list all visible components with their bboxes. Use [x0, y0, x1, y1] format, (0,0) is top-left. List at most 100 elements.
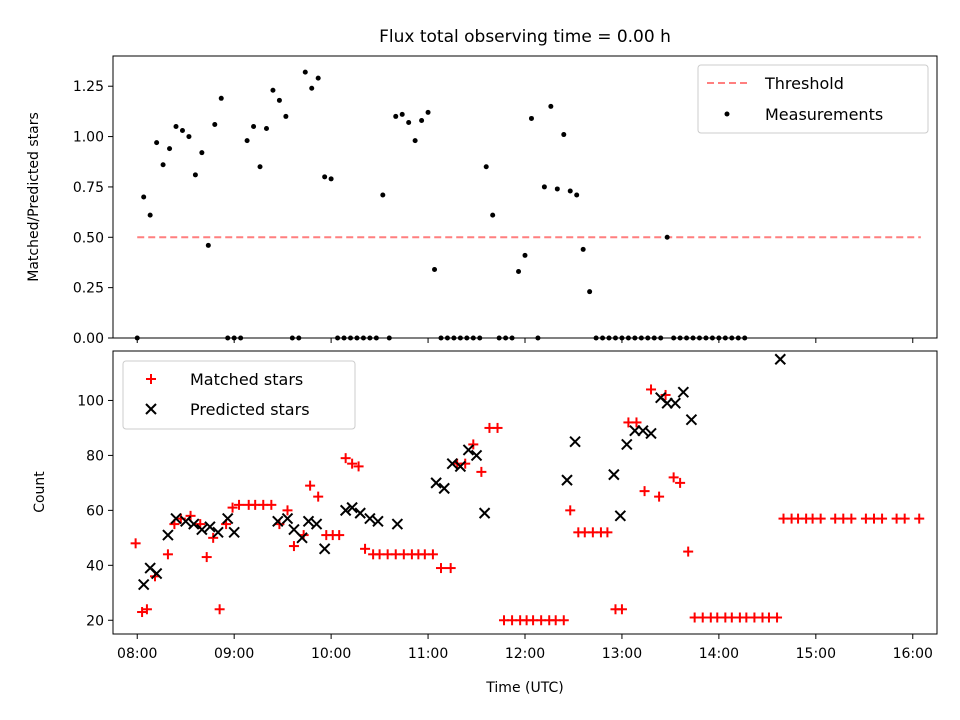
matched-star-point: [565, 505, 576, 516]
matched-star-point: [683, 546, 694, 557]
measurement-point: [186, 134, 192, 140]
matched-star-point: [334, 530, 345, 541]
matched-star-point: [558, 615, 569, 626]
measurement-point: [160, 162, 166, 168]
predicted-star-point: [669, 397, 681, 409]
top-x-ticks: [136, 338, 914, 343]
predicted-star-point: [645, 427, 657, 440]
measurement-point: [199, 150, 205, 156]
measurement-point: [257, 164, 263, 170]
matched-star-point: [353, 461, 364, 472]
bottom-xtick-label: 12:00: [505, 646, 545, 662]
matched-star-point: [227, 502, 238, 513]
bottom-xlabel: Time (UTC): [485, 680, 563, 696]
matched-star-point: [360, 543, 371, 554]
matched-star-point: [201, 552, 212, 563]
measurement-point: [205, 242, 211, 248]
predicted-star-point: [162, 529, 174, 541]
measurement-point: [541, 184, 547, 190]
matched-star-point: [427, 549, 438, 560]
bottom-legend-box: [122, 360, 356, 430]
predicted-star-point: [391, 518, 404, 530]
measurement-point: [490, 212, 496, 218]
predicted-star-point: [188, 518, 200, 530]
predicted-star-point: [454, 460, 467, 473]
measurement-point: [419, 117, 425, 123]
matched-star-point: [602, 527, 613, 538]
measurement-point: [561, 132, 567, 138]
measurement-point: [192, 172, 198, 178]
measurement-point: [580, 246, 586, 252]
legend-predicted-swatch: [145, 403, 157, 415]
predicted-star-point: [364, 512, 376, 525]
measurement-point: [276, 97, 282, 103]
matched-star-point: [468, 439, 479, 450]
predicted-star-point: [614, 510, 627, 522]
measurement-point: [516, 269, 522, 275]
bottom-xtick-label: 08:00: [117, 646, 157, 662]
top-y-ticks: 0.00 0.25 0.50 0.75 1.00 1.25: [73, 79, 113, 347]
measurement-point: [548, 103, 554, 109]
legend-measurements-label: Measurements: [765, 105, 883, 124]
matched-star-point: [668, 472, 679, 483]
bottom-panel: Count Time (UTC) 20 40 60 80 100 08:00 09:00 1…: [32, 350, 938, 696]
measurement-point: [141, 194, 147, 200]
matched-star-point: [347, 458, 358, 469]
top-ytick-label: 0.25: [73, 281, 104, 297]
measurement-point: [574, 192, 580, 198]
measurement-point: [483, 164, 489, 170]
predicted-star-point: [621, 438, 633, 451]
measurement-point: [587, 289, 593, 295]
measurement-point: [212, 121, 218, 127]
matched-star-point: [639, 486, 650, 497]
legend-predicted-label: Predicted stars: [190, 400, 310, 419]
measurement-point: [664, 234, 670, 240]
bottom-xtick-label: 15:00: [796, 646, 836, 662]
predicted-star-point: [222, 512, 234, 525]
measurement-point: [554, 186, 560, 192]
matched-star-point: [654, 491, 665, 502]
measurement-point: [302, 69, 308, 75]
matched-star-point: [266, 499, 277, 510]
bottom-xtick-label: 09:00: [214, 646, 254, 662]
bottom-y-ticks: 20 40 60 80 100: [77, 393, 113, 629]
predicted-star-point: [212, 526, 224, 539]
matched-star-point: [445, 563, 456, 574]
predicted-star-point: [137, 578, 150, 591]
predicted-star-point: [470, 449, 483, 462]
bottom-xtick-label: 10:00: [311, 646, 351, 662]
matched-star-point: [340, 453, 351, 464]
measurement-point: [393, 113, 399, 119]
predicted-star-point: [446, 457, 459, 470]
predicted-star-point: [569, 435, 581, 448]
predicted-star-point: [310, 518, 323, 530]
bottom-legend: Matched stars Predicted stars: [122, 360, 356, 430]
matched-star-point: [208, 532, 219, 543]
predicted-star-point: [150, 567, 163, 580]
top-ytick-label: 1.25: [73, 79, 104, 95]
predicted-star-point: [637, 424, 649, 437]
measurement-point: [167, 146, 173, 152]
top-ylabel: Matched/Predicted stars: [26, 112, 42, 282]
predicted-star-point: [228, 526, 240, 539]
measurement-point: [328, 176, 334, 182]
top-ytick-label: 1.00: [73, 130, 104, 146]
bottom-ytick-label: 20: [86, 613, 104, 629]
bottom-xtick-label: 13:00: [602, 646, 642, 662]
legend-threshold-label: Threshold: [764, 74, 844, 93]
predicted-star-point: [478, 507, 491, 519]
matched-star-point: [877, 513, 888, 524]
predicted-star-point: [462, 444, 475, 456]
predicted-star-point: [204, 521, 216, 533]
predicted-star-point: [302, 515, 315, 528]
bottom-plot-frame: [112, 350, 938, 635]
matched-star-point: [282, 505, 293, 516]
bottom-ytick-label: 60: [86, 503, 104, 519]
predicted-star-point: [272, 515, 284, 528]
measurement-point: [283, 113, 289, 119]
measurement-point: [567, 188, 573, 194]
measurement-point: [147, 212, 153, 218]
matched-star-point: [772, 612, 783, 623]
matched-star-point: [313, 491, 324, 502]
